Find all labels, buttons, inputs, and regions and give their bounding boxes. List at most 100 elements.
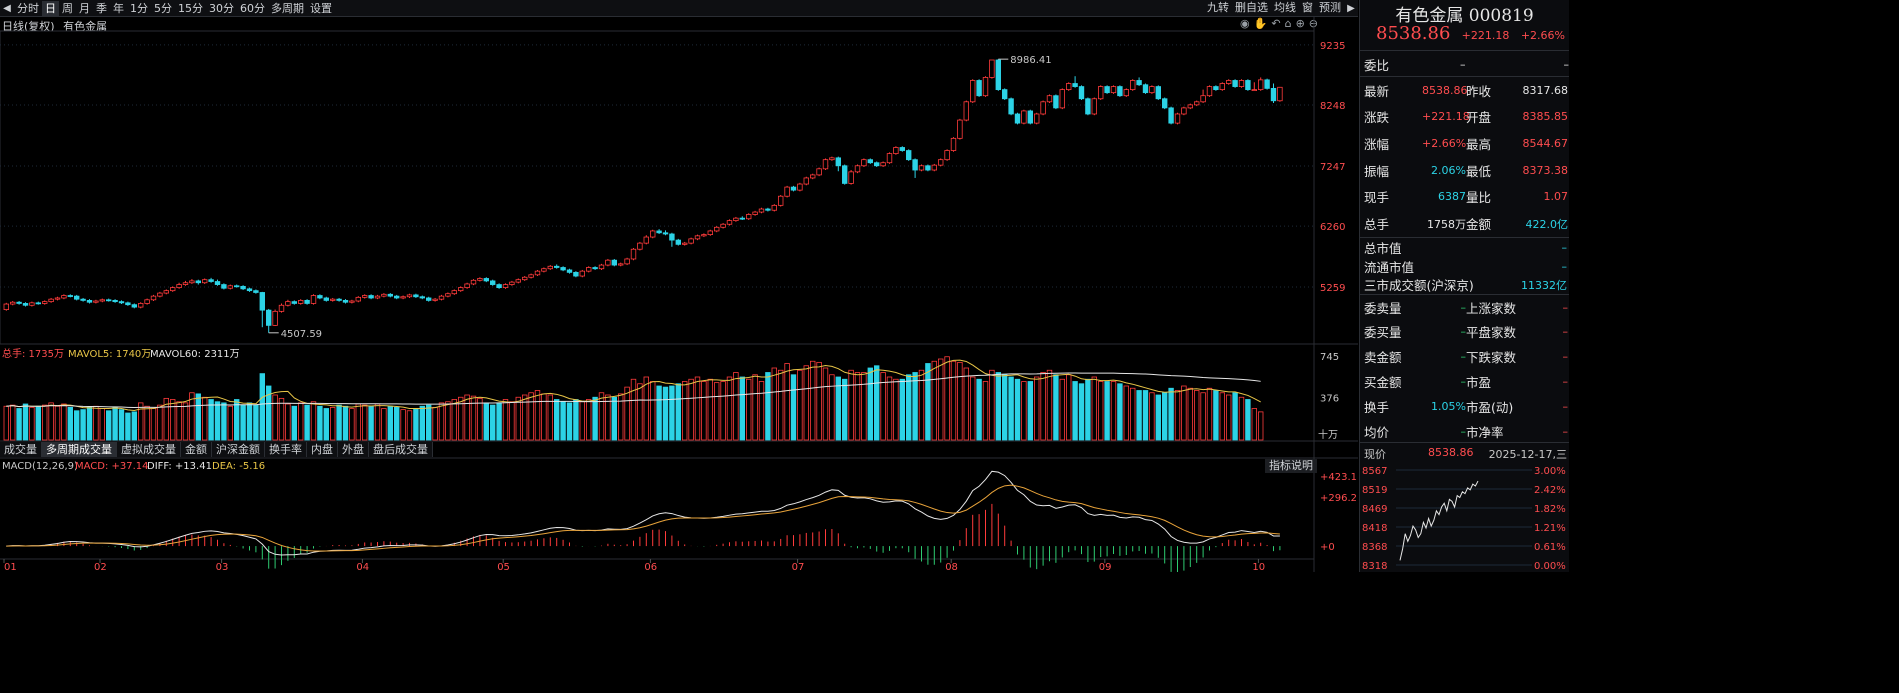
volume-tab[interactable]: 沪深金额	[212, 442, 265, 457]
volume-bar	[3, 405, 9, 441]
forward-end-icon[interactable]: ▶	[1347, 2, 1355, 14]
quote-label: 最新	[1364, 83, 1390, 99]
high-label: 8986.41	[1010, 55, 1051, 66]
volume-bar	[579, 401, 585, 441]
mini-intraday-chart[interactable]: 8567 8519 8469 8418 8368 8318 3.00% 2.42% 1.82% 1…	[1360, 460, 1569, 572]
candle	[310, 294, 317, 305]
candle	[457, 286, 464, 292]
volume-tab[interactable]: 金额	[181, 442, 212, 457]
macd-axis-tick: +296.2	[1320, 493, 1357, 504]
right-tool[interactable]: 预测	[1319, 1, 1341, 14]
candle	[35, 301, 41, 305]
candle	[406, 293, 413, 298]
quote-label: 涨幅	[1364, 136, 1390, 152]
volume-tab[interactable]: 多周期成交量	[42, 442, 117, 457]
volume-bar	[1136, 390, 1142, 441]
candle	[880, 161, 886, 167]
volume-bar	[432, 406, 438, 441]
candle	[1021, 109, 1027, 125]
volume-tab[interactable]: 内盘	[307, 442, 338, 457]
zoom-in-icon[interactable]: ⊕	[1295, 17, 1305, 30]
weibi-value-1: –	[1460, 57, 1466, 71]
panel-change: +221.18	[1461, 29, 1510, 42]
indicator-help-button[interactable]: 指标说明	[1265, 459, 1317, 473]
candle	[682, 241, 688, 246]
volume-bar	[125, 412, 131, 441]
volume-tab[interactable]: 换手率	[265, 442, 307, 457]
volume-bar	[758, 381, 765, 441]
order-value: 1.05%	[1431, 399, 1466, 413]
candle	[579, 269, 585, 278]
mini-date: 2025-12-17,三	[1488, 448, 1567, 461]
mini-right-tick: 0.00%	[1534, 561, 1566, 572]
order-value: –	[1562, 374, 1569, 388]
period-tab[interactable]: 多周期	[271, 1, 304, 15]
volume-tab[interactable]: 虚拟成交量	[117, 442, 181, 457]
candle	[208, 277, 214, 283]
period-tab[interactable]: 年	[113, 1, 124, 15]
period-tab[interactable]: 日	[42, 0, 59, 16]
undo-icon[interactable]: ↶	[1271, 17, 1281, 30]
period-tab[interactable]: 30分	[209, 1, 234, 15]
volume-bar	[541, 393, 547, 441]
candle	[522, 276, 528, 281]
volume-tab[interactable]: 成交量	[0, 442, 42, 457]
period-tab[interactable]: 1分	[130, 1, 148, 15]
period-tab[interactable]: 15分	[178, 1, 203, 15]
candle	[733, 216, 739, 222]
right-tool[interactable]: 窗	[1302, 1, 1313, 14]
candle	[560, 266, 566, 272]
market-row: 总市值 –	[1360, 238, 1569, 257]
candle	[989, 59, 995, 79]
macd-diff-label: DIFF: +13.41	[147, 461, 212, 472]
order-label: 平盘家数	[1466, 325, 1517, 341]
order-row: 买金额 – 市盈 –	[1360, 369, 1569, 393]
price-axis-tick: 9235	[1320, 41, 1345, 52]
weibi-label: 委比	[1364, 57, 1390, 73]
period-tab[interactable]: 周	[62, 1, 73, 15]
candle	[1046, 94, 1053, 104]
volume-bar	[496, 402, 502, 441]
volume-tab[interactable]: 外盘	[338, 442, 369, 457]
chart-header: 日线(复权) 有色金属	[2, 18, 107, 34]
hand-icon[interactable]: ✋	[1253, 17, 1268, 30]
divider	[1360, 50, 1569, 51]
chart-canvas[interactable]: 9235 8248 7247 6260 5259 8986.41 4507.59 总手: 17…	[0, 0, 1358, 572]
market-label: 流通市值	[1364, 259, 1415, 275]
back-icon[interactable]: ◀	[3, 2, 11, 14]
eye-icon[interactable]: ◉	[1240, 17, 1250, 30]
right-tool[interactable]: 均线	[1274, 1, 1296, 14]
volume-bar	[233, 399, 240, 441]
order-value: –	[1562, 350, 1569, 364]
volume-bar	[182, 402, 189, 441]
right-tool[interactable]: 删自选	[1235, 1, 1268, 14]
right-tool[interactable]: 九转	[1207, 1, 1229, 14]
period-tab[interactable]: 设置	[310, 1, 332, 15]
period-tab[interactable]: 60分	[240, 1, 265, 15]
candle	[976, 79, 982, 97]
volume-bar	[355, 403, 361, 441]
candle	[925, 164, 931, 172]
volume-bar	[682, 381, 688, 441]
volume-tab[interactable]: 盘后成交量	[369, 442, 433, 457]
volume-bar	[406, 410, 413, 441]
period-tab[interactable]: 分时	[17, 1, 39, 15]
candle	[1174, 112, 1181, 125]
period-tab[interactable]: 月	[79, 1, 90, 15]
candle	[893, 146, 899, 155]
zoom-out-icon[interactable]: ⊖	[1308, 17, 1318, 30]
candle	[1219, 82, 1225, 91]
volume-bar	[656, 385, 662, 441]
order-label: 委卖量	[1364, 300, 1402, 316]
market-row: 三市成交额(沪深京) 11332亿	[1360, 275, 1569, 294]
candle	[1194, 100, 1200, 107]
volume-bar	[42, 404, 48, 441]
chart-tool-icons: ◉ ✋ ↶ ⌂ ⊕ ⊖	[1240, 17, 1318, 30]
candle	[438, 294, 445, 301]
period-tab[interactable]: 季	[96, 1, 107, 15]
lock-icon[interactable]: ⌂	[1284, 17, 1292, 30]
period-tab[interactable]: 5分	[154, 1, 172, 15]
volume-bar	[1002, 374, 1008, 441]
volume-bar	[1027, 381, 1033, 441]
candle	[848, 170, 854, 185]
